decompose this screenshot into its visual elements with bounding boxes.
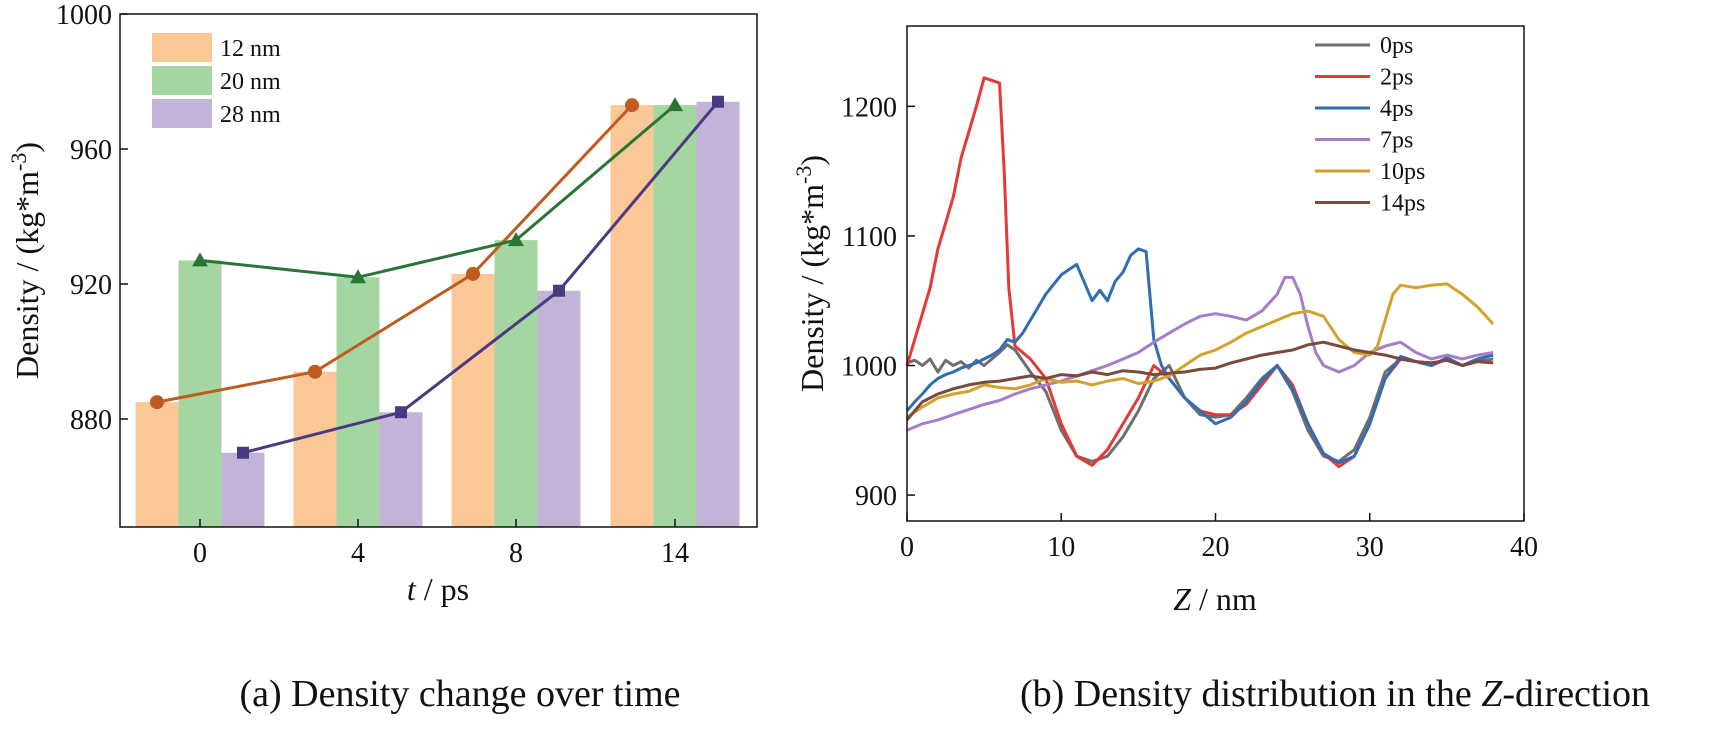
xtick-label-b-20: 20 [1202,532,1230,563]
ytick-label-a-880: 880 [70,405,112,436]
panel-b-density-distribution: 900 1000 1100 1200 0 10 20 30 40 Density / (kg*m-… [791,25,1538,617]
ylabel-a: Density / (kg*m-3) [6,142,46,379]
xtick-label-b-10: 10 [1047,532,1075,563]
xtick-label-a-0: 0 [193,538,207,569]
marker-20nm-8 [508,232,524,247]
ylabel-b: Density / (kg*m-3) [791,155,831,392]
ytick-label-a-960: 960 [70,135,112,166]
bar-20nm-8 [494,240,538,527]
panel-a-density-over-time: 880 920 960 1000 0 4 8 14 Density / (kg*m-3) t / … [6,0,758,607]
marker-28nm-0 [237,446,249,459]
ytick-label-b-900: 900 [855,481,897,512]
legend-label-b-0ps: 0ps [1380,33,1413,59]
bar-12nm-14 [610,105,654,527]
caption-panel-b: (b) Density distribution in the Z-direct… [1020,672,1650,716]
legend-label-b-14ps: 14ps [1380,191,1425,217]
xlabel-b: Z / nm [1173,581,1257,617]
bar-28nm-0 [221,452,265,527]
caption-b-suffix: -direction [1502,673,1651,715]
series-line-4ps [905,247,1494,465]
legend-label-b-4ps: 4ps [1380,96,1413,122]
legend-label-a-1: 20 nm [220,69,281,95]
ytick-label-b-1200: 1200 [841,92,897,123]
marker-12nm-4 [308,364,322,379]
line-28nm [242,100,720,455]
caption-b-prefix: (b) Density distribution in the [1019,673,1482,715]
legend-swatch-a-1 [152,66,212,95]
caption-panel-a: (a) Density change over time [239,673,681,715]
series-line-7ps [906,275,1494,432]
bar-12nm-0 [135,402,179,527]
xlabel-a: t / ps [407,571,469,607]
xtick-label-b-30: 30 [1356,532,1384,563]
xtick-label-a-4: 4 [351,538,365,569]
bar-28nm-4 [379,412,423,527]
line-12nm [156,104,634,404]
ytick-label-b-1000: 1000 [841,352,897,383]
legend-label-b-10ps: 10ps [1380,159,1425,185]
legend-label-b-7ps: 7ps [1380,128,1413,154]
xtick-label-a-14: 14 [661,538,689,569]
marker-20nm-4 [350,269,366,284]
bar-28nm-14 [696,101,740,527]
legend-swatch-a-2 [152,99,212,128]
legend-label-b-2ps: 2ps [1380,65,1413,91]
plot-frame-a [119,13,758,528]
xtick-label-a-8: 8 [509,538,523,569]
marker-28nm-4 [395,406,407,419]
xtick-label-b-0: 0 [900,532,914,563]
bar-12nm-4 [293,371,337,527]
marker-12nm-14 [625,98,639,113]
marker-12nm-8 [466,266,480,281]
series-line-14ps [905,340,1494,421]
legend-label-a-0: 12 nm [220,36,281,62]
marker-20nm-0 [192,252,208,267]
line-20nm [199,103,676,279]
caption-b-italic: Z [1481,673,1503,715]
marker-20nm-14 [667,97,683,112]
legend-label-a-2: 28 nm [220,102,281,128]
marker-12nm-0 [150,395,164,410]
legend-swatch-a-0 [152,33,212,62]
ytick-label-a-920: 920 [70,270,112,301]
xtick-label-b-40: 40 [1510,532,1538,563]
series-line-0ps [906,343,1494,463]
bar-28nm-8 [537,290,581,527]
ytick-label-b-1100: 1100 [842,222,897,253]
marker-28nm-8 [553,284,565,297]
marker-28nm-14 [712,95,724,108]
bar-12nm-8 [451,273,495,527]
ytick-label-a-1000: 1000 [56,0,112,31]
series-line-10ps [906,282,1495,419]
bar-20nm-4 [336,277,380,527]
bar-20nm-14 [653,105,697,527]
